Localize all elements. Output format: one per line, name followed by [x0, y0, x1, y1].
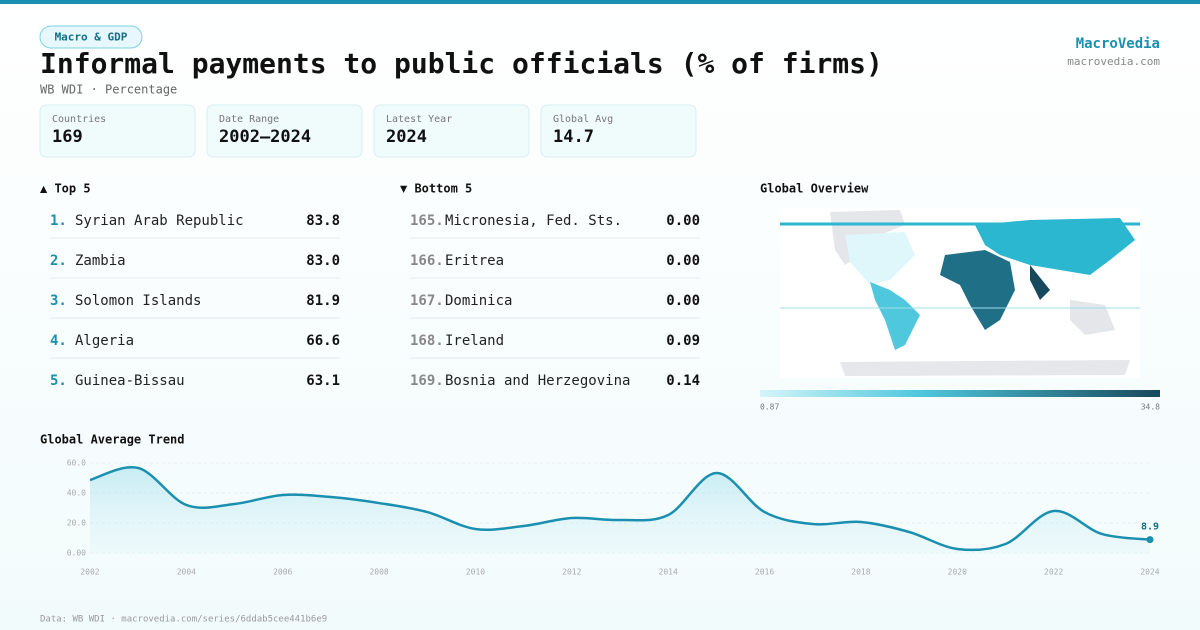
x-tick-label: 2004 [177, 568, 196, 577]
stat-value: 14.7 [553, 127, 594, 147]
top-bar [0, 0, 1200, 4]
stat-label: Latest Year [386, 114, 452, 125]
x-tick-label: 2020 [948, 568, 967, 577]
value: 0.00 [666, 293, 700, 309]
x-tick-label: 2008 [369, 568, 388, 577]
end-point [1146, 536, 1154, 544]
value: 0.09 [666, 333, 700, 349]
land [1030, 265, 1050, 300]
stat-value: 169 [52, 127, 83, 147]
country: Solomon Islands [75, 293, 201, 309]
value: 66.6 [306, 333, 340, 349]
stat-card [206, 104, 363, 158]
chart-title: Global Average Trend [40, 433, 185, 447]
stat-value: 2024 [386, 127, 427, 147]
title: Informal payments to public officials (%… [40, 47, 883, 80]
rank: 167. [410, 293, 444, 309]
tag: Macro & GDP [55, 31, 128, 44]
country: Eritrea [445, 253, 504, 269]
x-tick-label: 2006 [273, 568, 292, 577]
brand: MacroVedia [1076, 36, 1160, 52]
x-tick-label: 2010 [466, 568, 485, 577]
scale-min: 0.87 [760, 403, 779, 412]
x-tick-label: 2012 [562, 568, 581, 577]
country: Bosnia and Herzegovina [445, 373, 630, 389]
x-tick-label: 2016 [755, 568, 774, 577]
value: 81.9 [306, 293, 340, 309]
tag-pill [39, 25, 143, 49]
color-scale [760, 390, 1160, 397]
rank: 166. [410, 253, 444, 269]
world-map [780, 208, 1140, 378]
value: 83.8 [306, 213, 340, 229]
value: 0.00 [666, 213, 700, 229]
land [845, 232, 915, 285]
rank: 3. [50, 293, 67, 309]
land [975, 218, 1135, 275]
line [89, 465, 1151, 552]
stat-card [39, 104, 196, 158]
footer: Data: WB WDI · macrovedia.com/series/6dd… [40, 615, 327, 625]
land [1070, 300, 1115, 335]
country: Micronesia, Fed. Sts. [445, 213, 622, 229]
country: Ireland [445, 333, 504, 349]
x-tick-label: 2002 [80, 568, 99, 577]
rank: 5. [50, 373, 67, 389]
subtitle: WB WDI · Percentage [40, 83, 177, 97]
x-tick-label: 2024 [1140, 568, 1159, 577]
y-tick-label: 60.0 [67, 459, 86, 468]
area [90, 467, 1150, 553]
end-label: 8.9 [1141, 522, 1159, 533]
stat-label: Global Avg [553, 114, 613, 125]
country: Guinea-Bissau [75, 373, 185, 389]
value: 0.14 [666, 373, 700, 389]
value: 63.1 [306, 373, 340, 389]
bottom-title: ▼ Bottom 5 [400, 182, 472, 196]
rank: 1. [50, 213, 67, 229]
rank: 2. [50, 253, 67, 269]
x-tick-label: 2022 [1044, 568, 1063, 577]
rank: 165. [410, 213, 444, 229]
value: 83.0 [306, 253, 340, 269]
country: Dominica [445, 293, 512, 309]
value: 0.00 [666, 253, 700, 269]
stat-label: Countries [52, 114, 106, 125]
x-tick-label: 2014 [659, 568, 678, 577]
land [840, 360, 1130, 376]
stat-card [373, 104, 530, 158]
land [940, 250, 1015, 330]
top-title: ▲ Top 5 [40, 182, 91, 196]
country: Syrian Arab Republic [75, 213, 244, 229]
y-tick-label: 0.00 [67, 549, 86, 558]
x-tick-label: 2018 [851, 568, 870, 577]
stat-value: 2002–2024 [219, 127, 311, 147]
rank: 169. [410, 373, 444, 389]
rank: 4. [50, 333, 67, 349]
country: Algeria [75, 333, 134, 349]
map-title: Global Overview [760, 182, 869, 196]
stat-card [540, 104, 697, 158]
stat-label: Date Range [219, 114, 279, 125]
land [870, 282, 920, 350]
country: Zambia [75, 253, 126, 269]
site: macrovedia.com [1067, 55, 1160, 68]
y-tick-label: 40.0 [67, 489, 86, 498]
y-tick-label: 20.0 [67, 519, 86, 528]
scale-max: 34.8 [1141, 403, 1160, 412]
rank: 168. [410, 333, 444, 349]
